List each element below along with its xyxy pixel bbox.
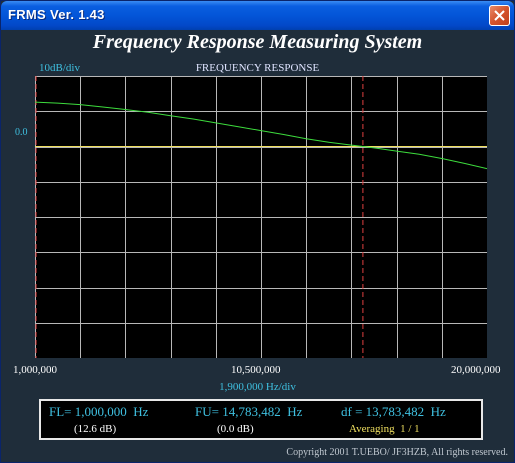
window-title: FRMS Ver. 1.43 bbox=[8, 7, 105, 22]
response-trace bbox=[35, 101, 487, 170]
measurement-panel: FL= 1,000,000 Hz FU= 14,783,482 Hz df = … bbox=[39, 399, 483, 440]
averaging-status: Averaging 1 / 1 bbox=[349, 423, 420, 435]
fl-level: (12.6 dB) bbox=[74, 423, 117, 435]
app-title: Frequency Response Measuring System bbox=[92, 31, 423, 53]
frequency-response-plot[interactable] bbox=[35, 76, 487, 358]
df-readout: df = 13,783,482 Hz bbox=[341, 404, 446, 419]
x-tick-label-stop: 20,000,000 bbox=[451, 364, 501, 376]
close-button[interactable] bbox=[489, 5, 510, 26]
x-tick-label-center: 10,500,000 bbox=[231, 364, 281, 376]
title-bar[interactable]: FRMS Ver. 1.43 bbox=[1, 1, 514, 30]
fu-level: (0.0 dB) bbox=[217, 423, 254, 435]
y-scale-label: 10dB/div bbox=[39, 62, 80, 74]
fu-readout: FU= 14,783,482 Hz bbox=[195, 404, 303, 419]
close-icon bbox=[494, 10, 505, 21]
chart-title: FREQUENCY RESPONSE bbox=[195, 62, 320, 74]
x-tick-label-start: 1,000,000 bbox=[13, 364, 57, 376]
plot-svg bbox=[35, 76, 487, 358]
reference-level-label: 0.0 bbox=[15, 127, 28, 138]
fl-readout: FL= 1,000,000 Hz bbox=[49, 404, 149, 419]
copyright-notice: Copyright 2001 T.UEBO/ JF3HZB, All right… bbox=[286, 447, 508, 458]
x-scale-label: 1,900,000 Hz/div bbox=[219, 381, 296, 393]
